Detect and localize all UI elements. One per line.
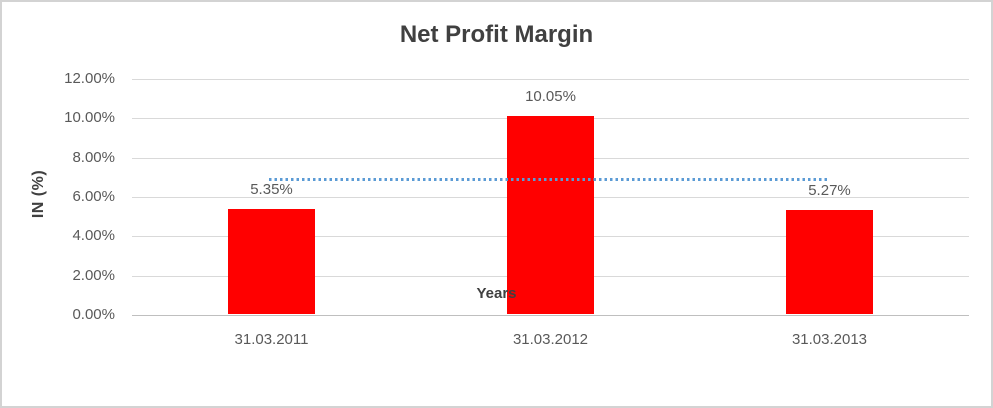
y-tick-label: 6.00% [72,188,115,205]
bar-data-label: 5.35% [250,180,293,198]
bar-data-label: 10.05% [525,88,576,106]
bar-data-label: 5.27% [808,182,851,200]
x-tick-label: 31.03.2012 [512,331,589,348]
chart-title: Net Profit Margin [399,21,594,48]
x-tick-label: 31.03.2011 [234,331,309,348]
plot-area: 0.00% 2.00% 4.00% 6.00% 8.00% 10.00% 12.00% 5.3… [64,70,969,348]
y-tick-label: 12.00% [64,70,115,87]
trendline-dotted [268,178,830,181]
bar [228,208,315,314]
gridline [132,79,969,80]
y-tick-label: 0.00% [72,306,115,323]
x-axis-line [132,315,969,316]
y-tick-label: 4.00% [72,227,115,244]
x-axis-title: Years [476,285,517,302]
y-tick-label: 8.00% [72,149,115,166]
bar [507,116,594,314]
y-tick-label: 10.00% [64,109,115,126]
y-tick-label: 2.00% [72,267,115,284]
bar [786,210,873,314]
x-tick-label: 31.03.2013 [791,331,868,348]
